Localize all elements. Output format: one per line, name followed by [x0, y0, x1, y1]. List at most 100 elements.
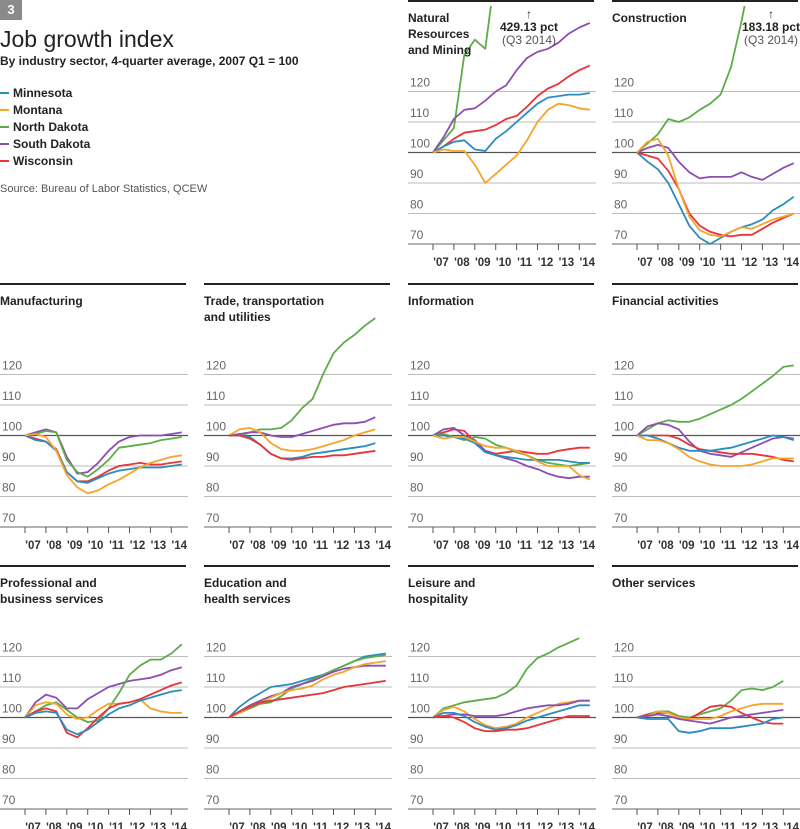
- panel-title: Trade, transportation and utilities: [204, 294, 325, 324]
- x-tick-label: '11: [109, 540, 124, 552]
- y-tick-label: 90: [410, 167, 424, 181]
- series-group: [24, 428, 182, 495]
- x-tick-label: '12: [742, 822, 758, 829]
- panel-plot: 70 80 90 100 110 120 '07 '08 '09 '10 '11 '12 '13 '14: [612, 565, 800, 829]
- y-tick-label: 100: [410, 420, 430, 434]
- y-tick-label: 110: [410, 671, 429, 685]
- panel-top-rule: [408, 0, 594, 2]
- y-tick-label: 110: [410, 389, 429, 403]
- legend-item: Minnesota: [0, 84, 90, 101]
- series-group: [636, 6, 795, 245]
- off-scale-annotation: ↑ 429.13 pct (Q3 2014): [500, 8, 558, 47]
- x-tick-label: '10: [700, 822, 716, 829]
- series-line-north-dakota: [636, 6, 746, 154]
- panel: 70 80 90 100 110 120 '07 '08 '09 '10 '11 '12 '13 '14 L…: [408, 565, 598, 829]
- legend-swatch: [0, 142, 9, 145]
- x-tick-label: '07: [229, 540, 245, 552]
- panel-plot: 70 80 90 100 110 120 '07 '08 '09 '10 '11 '12 '13 '14: [204, 565, 392, 829]
- x-tick-label: '09: [475, 822, 491, 829]
- series-line-montana: [432, 102, 590, 184]
- y-tick-label: 80: [2, 763, 16, 777]
- y-tick-label: 120: [2, 641, 22, 655]
- legend-item: South Dakota: [0, 135, 90, 152]
- x-tick-label: '14: [784, 257, 800, 269]
- legend-item: North Dakota: [0, 118, 90, 135]
- y-tick-label: 70: [410, 228, 424, 242]
- y-tick-label: 100: [614, 137, 634, 151]
- y-tick-label: 110: [614, 671, 633, 685]
- x-tick-label: '12: [538, 540, 554, 552]
- y-tick-label: 120: [614, 359, 634, 373]
- y-tick-label: 120: [410, 641, 430, 655]
- panel-top-rule: [612, 0, 798, 2]
- x-tick-label: '11: [721, 257, 736, 269]
- annotation-note: (Q3 2014): [744, 33, 799, 47]
- y-tick-label: 90: [206, 732, 220, 746]
- x-tick-label: '13: [355, 540, 371, 552]
- arrow-up-icon: ↑: [526, 7, 533, 21]
- panel-title: Leisure and hospitality: [408, 576, 476, 606]
- x-tick-label: '13: [559, 257, 575, 269]
- x-tick-label: '13: [355, 822, 371, 829]
- x-tick-label: '07: [433, 540, 449, 552]
- y-tick-label: 120: [206, 359, 226, 373]
- series-group: [432, 426, 591, 481]
- legend-label: Wisconsin: [13, 153, 73, 168]
- y-tick-label: 90: [614, 167, 628, 181]
- x-tick-label: '12: [538, 257, 554, 269]
- legend-label: South Dakota: [13, 136, 91, 151]
- y-tick-label: 110: [2, 389, 21, 403]
- y-tick-label: 70: [2, 793, 16, 807]
- x-tick-label: '11: [721, 540, 736, 552]
- series-line-minnesota: [432, 92, 590, 154]
- series-line-wisconsin: [228, 680, 386, 719]
- panel-title: Financial activities: [612, 294, 719, 308]
- panel-title: Other services: [612, 576, 696, 590]
- x-tick-label: '10: [88, 822, 104, 829]
- x-tick-label: '12: [538, 822, 554, 829]
- y-tick-label: 70: [206, 511, 220, 525]
- off-scale-annotation: ↑ 183.18 pct (Q3 2014): [742, 8, 800, 47]
- x-tick-label: '12: [742, 540, 758, 552]
- x-tick-label: '07: [25, 822, 41, 829]
- legend-label: North Dakota: [13, 119, 89, 134]
- y-tick-label: 90: [206, 450, 220, 464]
- legend-swatch: [0, 125, 9, 128]
- y-tick-label: 80: [614, 481, 628, 495]
- y-tick-label: 110: [2, 671, 21, 685]
- x-tick-label: '10: [700, 540, 716, 552]
- x-tick-label: '09: [679, 540, 695, 552]
- annotation-value: 429.13 pct: [500, 20, 559, 34]
- panel-top-rule: [204, 283, 390, 285]
- panel-title: Professional and business services: [0, 576, 104, 606]
- series-line-montana: [636, 702, 784, 720]
- series-line-montana: [24, 698, 182, 720]
- series-group: [228, 652, 386, 719]
- y-tick-label: 100: [410, 702, 430, 716]
- x-tick-label: '09: [67, 540, 83, 552]
- y-tick-label: 70: [410, 511, 424, 525]
- legend: Minnesota Montana North Dakota South Dakota…: [0, 84, 90, 169]
- series-line-minnesota: [637, 434, 795, 452]
- panel: 70 80 90 100 110 120 '07 '08 '09 '10 '11 '12 '13 '14 M…: [0, 283, 190, 563]
- series-line-north-dakota: [432, 637, 580, 719]
- y-tick-label: 100: [410, 137, 430, 151]
- x-tick-label: '10: [496, 257, 512, 269]
- panel-top-rule: [612, 283, 798, 285]
- panel: 70 80 90 100 110 120 '07 '08 '09 '10 '11 '12 '13 '14 N…: [408, 0, 598, 280]
- x-tick-label: '13: [763, 540, 779, 552]
- x-tick-label: '10: [88, 540, 104, 552]
- x-tick-label: '13: [151, 540, 167, 552]
- series-line-wisconsin: [636, 151, 795, 238]
- x-tick-label: '08: [46, 540, 62, 552]
- x-tick-label: '11: [517, 822, 532, 829]
- panel-top-rule: [408, 283, 594, 285]
- x-tick-label: '09: [271, 822, 287, 829]
- series-group: [636, 680, 784, 734]
- x-tick-label: '12: [742, 257, 758, 269]
- x-tick-label: '14: [784, 822, 800, 829]
- y-tick-label: 110: [206, 671, 225, 685]
- x-tick-label: '10: [292, 822, 308, 829]
- y-tick-label: 120: [206, 641, 226, 655]
